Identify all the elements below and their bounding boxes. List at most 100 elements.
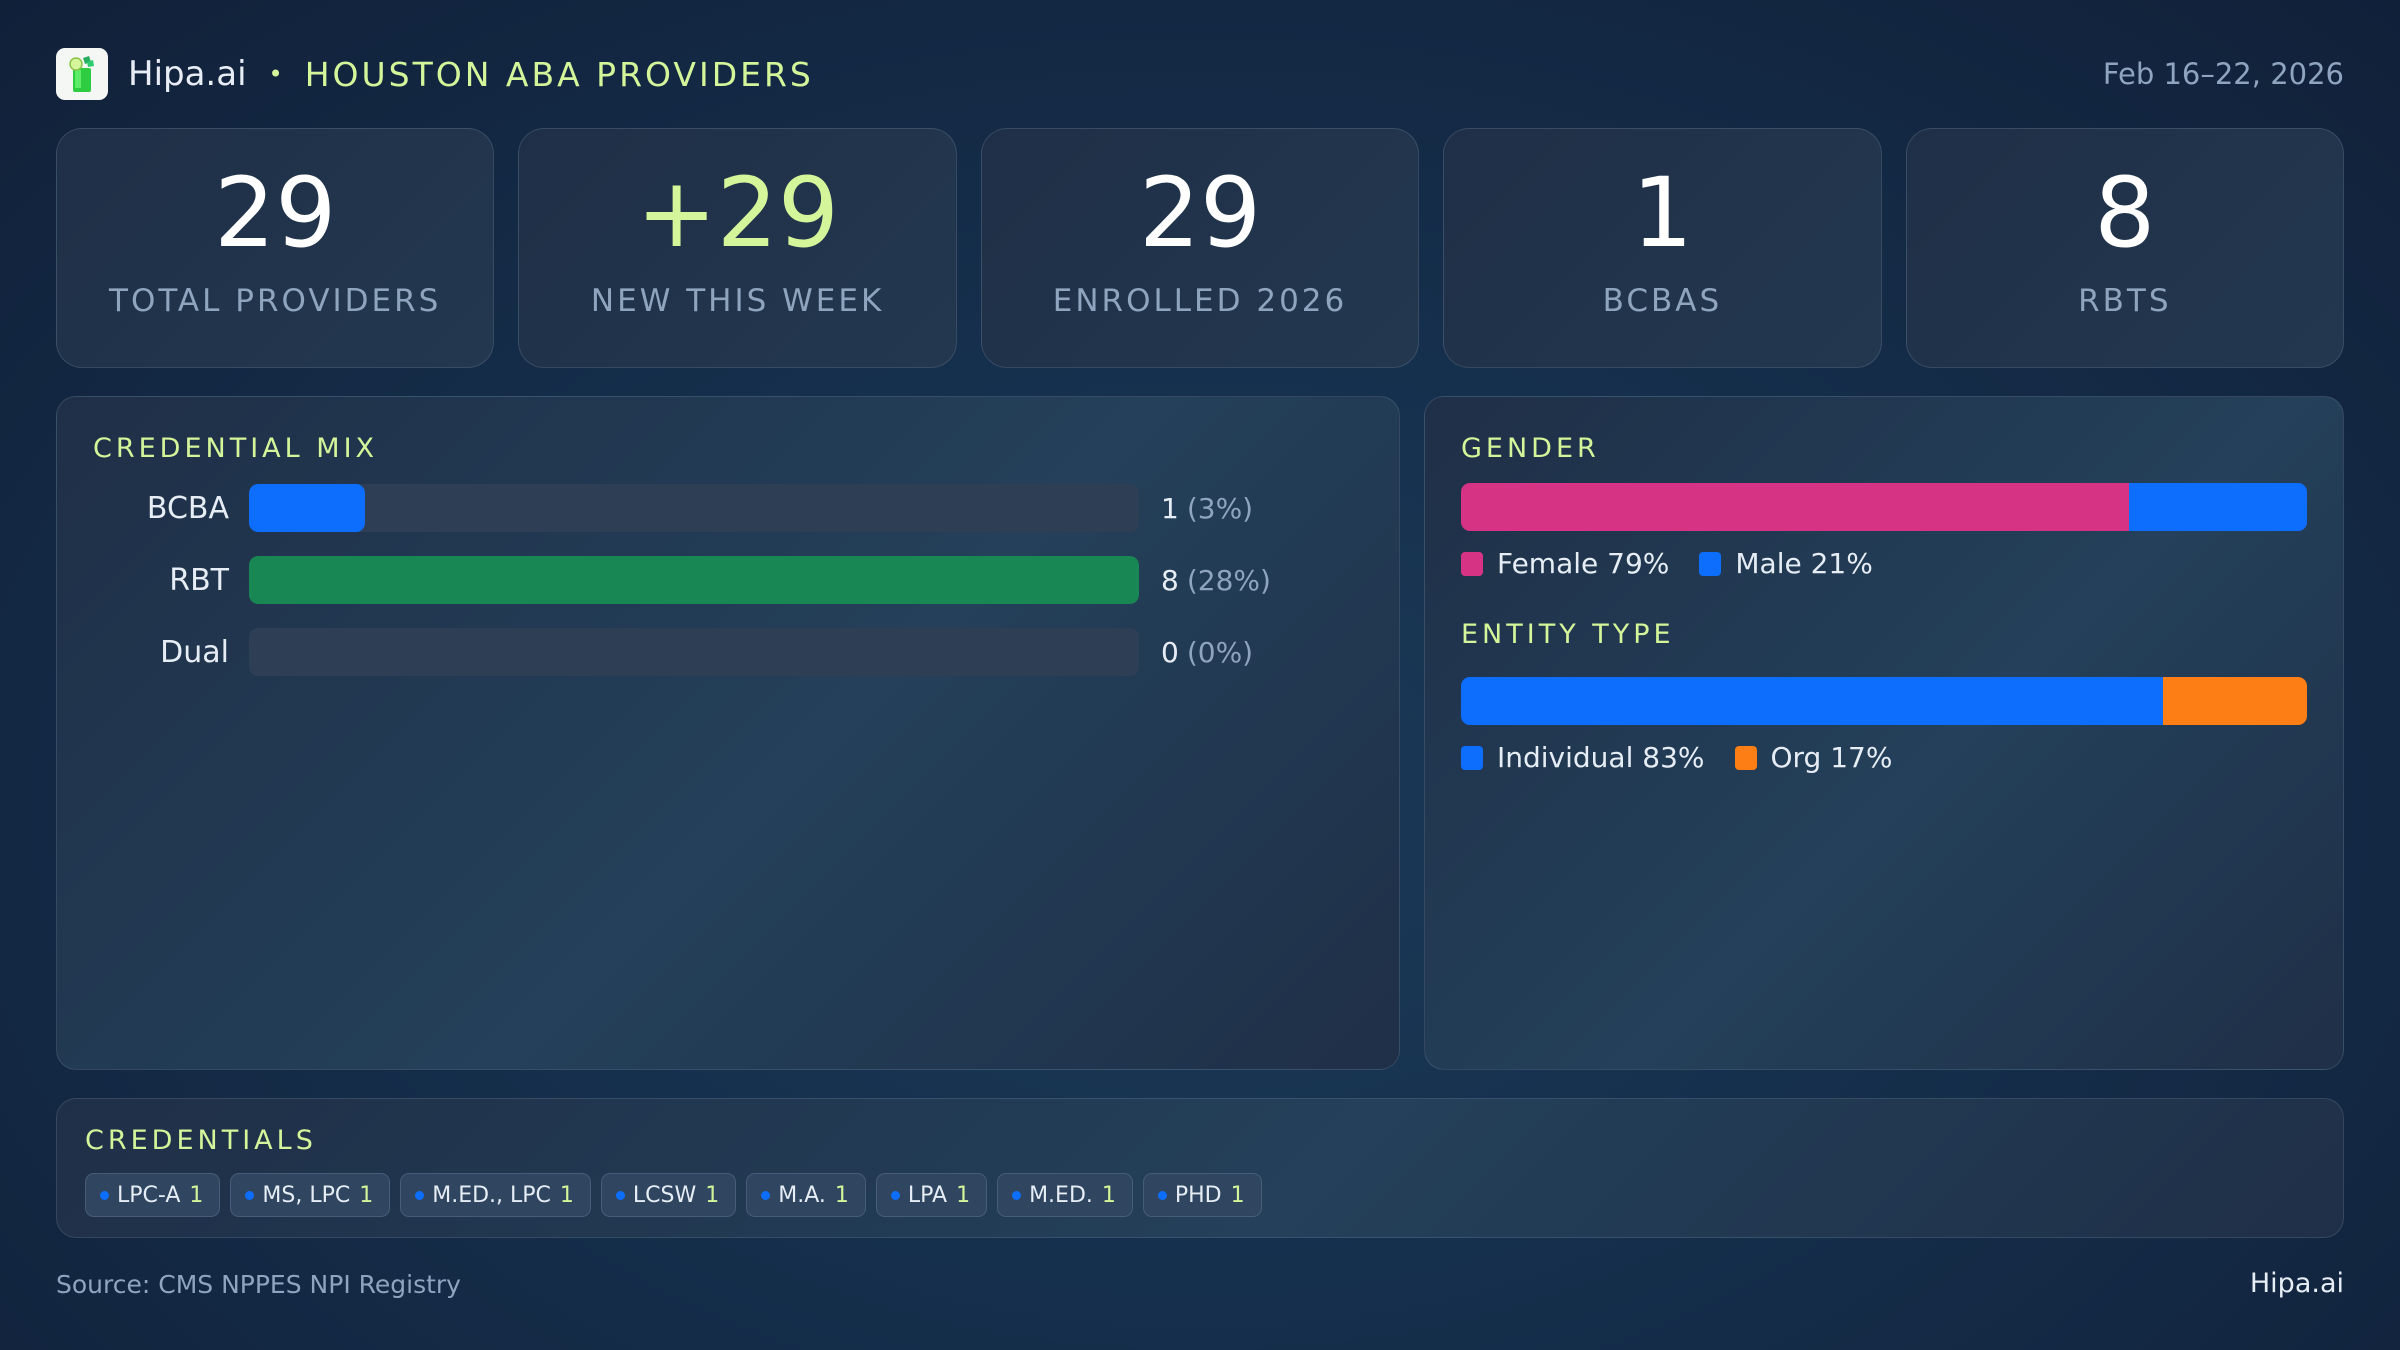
stack-segment	[1461, 483, 2130, 531]
bar-count: 1	[1161, 491, 1179, 525]
chip-label: PHD	[1174, 1182, 1222, 1208]
legend-item: Individual 83%	[1461, 741, 1705, 774]
mojito-glass-icon	[56, 48, 108, 100]
entity-type-legend: Individual 83% Org 17%	[1461, 741, 1922, 774]
title-separator: •	[268, 60, 283, 88]
bar-label: Dual	[160, 634, 229, 670]
chip-label: MS, LPC	[262, 1182, 351, 1208]
credential-chip: M.A. 1	[746, 1173, 866, 1217]
legend-item: Male 21%	[1699, 547, 1873, 580]
kpi-enrolled-2026: 29 ENROLLED 2026	[980, 128, 1420, 368]
bar-fill	[249, 484, 365, 532]
bar-row-dual: Dual 0 (0%)	[93, 627, 1253, 677]
legend-item: Org 17%	[1734, 741, 1892, 774]
kpi-new-this-week: +29 NEW THIS WEEK	[518, 128, 957, 368]
panel-title: CREDENTIAL MIX	[93, 433, 379, 464]
legend-swatch	[1461, 745, 1483, 770]
bar-label: RBT	[169, 562, 229, 598]
chip-label: LPA	[907, 1182, 948, 1208]
gender-legend: Female 79% Male 21%	[1461, 547, 1903, 580]
chip-label: M.ED., LPC	[432, 1182, 551, 1208]
bar-track	[249, 628, 1139, 676]
kpi-value: 8	[2094, 157, 2156, 269]
page-title: HOUSTON ABA PROVIDERS	[304, 54, 814, 94]
panel-title: CREDENTIALS	[85, 1125, 317, 1156]
bar-count: 8	[1161, 563, 1179, 597]
bar-value: 8 (28%)	[1161, 564, 1271, 597]
dot-icon	[890, 1190, 900, 1200]
kpi-label: RBTS	[2078, 283, 2172, 319]
chip-label: M.A.	[778, 1182, 826, 1208]
legend-swatch	[1734, 745, 1757, 770]
bar-pct: (28%)	[1186, 563, 1271, 597]
bar-track	[249, 484, 1139, 532]
kpi-rbts: 8 RBTS	[1905, 128, 2345, 368]
chip-label: LPC-A	[117, 1182, 181, 1208]
credential-chip: M.ED. 1	[997, 1173, 1133, 1217]
kpi-value: 1	[1631, 157, 1693, 269]
legend-label: Female 79%	[1497, 547, 1670, 580]
bar-track	[249, 556, 1139, 604]
kpi-label: BCBAS	[1602, 283, 1723, 319]
demographics-panel: GENDER Female 79% Male 21% ENTITY TYPE In…	[1424, 396, 2344, 1070]
chip-count: 1	[956, 1182, 971, 1208]
chip-count: 1	[189, 1182, 204, 1208]
chip-label: LCSW	[632, 1182, 697, 1208]
stack-segment	[2129, 483, 2307, 531]
chip-count: 1	[1101, 1182, 1116, 1208]
credential-chip: LPA 1	[875, 1173, 988, 1217]
legend-item: Female 79%	[1461, 547, 1669, 580]
dot-icon	[415, 1190, 425, 1200]
brand-name: Hipa.ai	[128, 54, 247, 94]
header: Hipa.ai • HOUSTON ABA PROVIDERS Feb 16–2…	[56, 48, 2344, 100]
bar-count: 0	[1161, 635, 1179, 669]
kpi-label: TOTAL PROVIDERS	[109, 283, 442, 319]
dot-icon	[1012, 1190, 1022, 1200]
legend-label: Individual 83%	[1497, 741, 1705, 774]
legend-label: Male 21%	[1735, 547, 1873, 580]
chip-count: 1	[559, 1182, 574, 1208]
chip-count: 1	[1230, 1182, 1245, 1208]
bar-value: 1 (3%)	[1161, 492, 1253, 525]
gender-stacked-bar	[1461, 483, 2307, 531]
kpi-label: ENROLLED 2026	[1052, 283, 1348, 319]
chip-count: 1	[705, 1182, 720, 1208]
credential-chip: PHD 1	[1142, 1173, 1262, 1217]
legend-swatch	[1461, 551, 1483, 576]
gender-title: GENDER	[1461, 433, 1600, 464]
stack-segment	[2163, 677, 2307, 725]
legend-swatch	[1699, 551, 1722, 576]
kpi-value: 29	[1138, 157, 1262, 269]
bar-row-bcba: BCBA 1 (3%)	[93, 483, 1253, 533]
footer-brand: Hipa.ai	[2249, 1268, 2344, 1299]
credential-chip: LPC-A 1	[85, 1173, 221, 1217]
bar-label: BCBA	[146, 490, 229, 526]
chip-label: M.ED.	[1029, 1182, 1093, 1208]
credential-mix-panel: CREDENTIAL MIX BCBA 1 (3%) RBT 8 (28%) Dua…	[56, 396, 1400, 1070]
dot-icon	[615, 1190, 625, 1200]
credentials-panel: CREDENTIALS LPC-A 1 MS, LPC 1 M.ED., LPC 1 LCS…	[56, 1098, 2344, 1238]
credential-chips: LPC-A 1 MS, LPC 1 M.ED., LPC 1 LCSW 1 M.A. 1 LPA 1 M…	[85, 1173, 1262, 1217]
kpi-value: 29	[214, 157, 337, 269]
dot-icon	[100, 1190, 109, 1200]
stack-segment	[1461, 677, 2164, 725]
kpi-label: NEW THIS WEEK	[590, 283, 885, 319]
chip-count: 1	[834, 1182, 849, 1208]
source-note: Source: CMS NPPES NPI Registry	[56, 1270, 461, 1299]
chip-count: 1	[359, 1182, 374, 1208]
bar-row-rbt: RBT 8 (28%)	[93, 555, 1271, 605]
kpi-bcbas: 1 BCBAS	[1443, 128, 1882, 368]
entity-type-title: ENTITY TYPE	[1461, 619, 1675, 650]
bar-pct: (3%)	[1186, 491, 1254, 525]
kpi-total-providers: 29 TOTAL PROVIDERS	[56, 128, 495, 368]
credential-chip: M.ED., LPC 1	[400, 1173, 591, 1217]
bar-value: 0 (0%)	[1161, 636, 1253, 669]
credential-chip: MS, LPC 1	[230, 1173, 391, 1217]
entity-type-stacked-bar	[1461, 677, 2307, 725]
dot-icon	[245, 1190, 255, 1200]
date-range: Feb 16–22, 2026	[2102, 57, 2344, 91]
dot-icon	[1157, 1190, 1167, 1200]
bar-pct: (0%)	[1186, 635, 1254, 669]
bar-fill	[249, 556, 1139, 604]
kpi-row: 29 TOTAL PROVIDERS +29 NEW THIS WEEK 29 …	[56, 128, 2345, 368]
